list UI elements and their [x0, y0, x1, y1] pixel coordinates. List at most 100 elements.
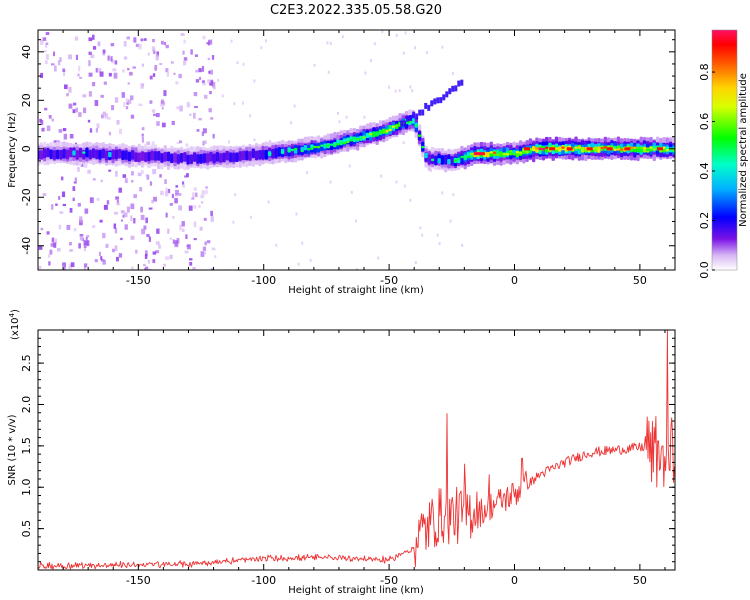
spectrogram-noise-cell — [79, 235, 84, 241]
spectrogram-branch-cell — [406, 115, 410, 122]
spectrogram-noise-cell — [88, 51, 92, 55]
spectrogram-noise-cell — [38, 265, 42, 269]
spectrogram-noise-cell — [176, 141, 181, 144]
spectrogram-noise-cell — [74, 177, 78, 182]
spectrogram-peak-cell — [624, 147, 631, 151]
spectrogram-noise-cell — [45, 42, 49, 45]
spectrogram-noise-cell — [151, 46, 156, 52]
spectrogram-noise-cell — [193, 112, 196, 119]
spectrogram-noise-cell — [173, 72, 176, 75]
spectrogram-noise-cell — [160, 101, 165, 107]
spectrogram-noise-cell — [83, 240, 88, 246]
spectrogram-noise-cell — [137, 172, 142, 177]
spectrogram-branch-cell — [457, 80, 461, 87]
spectrogram-ridge-cell — [346, 140, 350, 144]
spectrogram-noise-cell — [355, 267, 358, 270]
spectrogram-noise-cell — [419, 226, 422, 230]
spectrogram-ridge-cell — [186, 154, 190, 165]
spectrogram-ridge-cell — [375, 132, 379, 135]
spectrogram-noise-cell — [149, 75, 153, 80]
y-tick-label: 40 — [20, 45, 33, 59]
spectrogram-noise-cell — [196, 129, 200, 132]
spectrogram-noise-cell — [202, 35, 206, 40]
spectrogram-noise-cell — [143, 267, 148, 270]
spectrogram-ridge-cell — [238, 151, 242, 161]
spectrogram-noise-cell — [148, 236, 151, 242]
spectrogram-branch-cell — [430, 100, 434, 107]
spectrogram-noise-cell — [53, 51, 56, 57]
spectrogram-ridge-cell — [108, 151, 112, 158]
spectrogram-ridge-cell — [518, 152, 523, 155]
spectrogram-ridge-cell — [642, 146, 647, 150]
spectrogram-ridge-cell — [248, 151, 252, 161]
spectrogram-noise-cell — [329, 180, 332, 184]
spectrogram-ridge-cell — [336, 143, 340, 146]
spectrogram-noise-cell — [149, 181, 153, 186]
spectrogram-noise-cell — [421, 233, 424, 237]
x-tick-label: -150 — [126, 274, 151, 287]
spectrogram-ridge-cell — [209, 151, 213, 162]
spectrogram-noise-cell — [200, 194, 205, 199]
spectrogram-noise-cell — [193, 187, 197, 191]
spectrogram-ridge-cell — [117, 148, 122, 159]
spectrogram-noise-cell — [174, 240, 178, 246]
spectrogram-noise-cell — [130, 235, 135, 240]
spectrogram-noise-cell — [82, 94, 87, 98]
spectrogram-noise-cell — [202, 246, 207, 251]
spectrogram-ridge-cell — [486, 151, 490, 155]
spectrogram-ridge-cell — [395, 124, 399, 128]
spectrogram-noise-cell — [202, 80, 205, 84]
spectrogram-marks — [38, 30, 675, 270]
spectrogram-branch-cell — [454, 85, 458, 92]
spectrogram-noise-cell — [163, 263, 167, 267]
spectrogram-noise-cell — [338, 120, 341, 124]
spectrogram-ridge-cell — [310, 147, 314, 150]
spectrogram-noise-cell — [201, 131, 204, 137]
spectrogram-branch-cell — [412, 111, 416, 118]
spectrogram-ridge-cell — [362, 136, 366, 139]
spectrogram-ridge-cell — [665, 149, 670, 152]
spectrogram-ridge-cell — [215, 151, 220, 162]
spectrogram-noise-cell — [68, 54, 73, 60]
spectrogram-ridge-cell — [277, 146, 282, 157]
spectrogram-ridge-cell — [130, 150, 135, 160]
spectrogram-branch-cell — [439, 97, 443, 104]
spectrogram-noise-cell — [126, 206, 130, 213]
colorbar-tick-label: 0.6 — [698, 113, 711, 130]
spectrogram-noise-cell — [183, 57, 188, 61]
spectrogram-noise-cell — [141, 127, 145, 131]
spectrogram-ridge-cell — [153, 151, 158, 161]
spectrogram-noise-cell — [178, 205, 182, 211]
spectrogram-noise-cell — [203, 251, 207, 255]
spectrogram-noise-cell — [127, 99, 132, 104]
spectrogram-ridge-cell — [443, 154, 448, 165]
spectrogram-ridge-cell — [290, 148, 295, 152]
spectrogram-noise-cell — [53, 140, 57, 145]
spectrogram-noise-cell — [185, 234, 188, 240]
spectrogram-ridge-cell — [541, 148, 546, 151]
spectrogram-noise-cell — [188, 205, 193, 211]
spectrogram-noise-cell — [267, 200, 270, 204]
spectrogram-noise-cell — [152, 73, 156, 77]
spectrogram-ridge-cell — [512, 153, 516, 156]
spectrogram-ridge-cell — [554, 147, 559, 150]
spectrogram-noise-cell — [99, 219, 103, 223]
spectrogram-noise-cell — [141, 169, 144, 174]
spectrogram-noise-cell — [147, 52, 150, 56]
spectrogram-ridge-cell — [225, 150, 229, 161]
spectrogram-noise-cell — [193, 221, 197, 228]
spectrogram-ridge-cell — [85, 147, 89, 158]
spectrogram-noise-cell — [83, 242, 87, 249]
spectrogram-noise-cell — [62, 203, 67, 207]
spectrogram-ridge-cell — [460, 155, 464, 159]
spectrogram-ridge-cell — [254, 150, 259, 161]
spectrogram-ridge-cell — [639, 146, 643, 150]
spectrogram-noise-cell — [230, 39, 233, 43]
spectrogram-noise-cell — [113, 72, 118, 79]
spectrogram-noise-cell — [138, 103, 143, 107]
y-tick-label: 2.0 — [20, 396, 33, 414]
spectrogram-ridge-cell — [313, 145, 317, 149]
spectrogram-noise-cell — [205, 189, 208, 195]
spectrogram-noise-cell — [90, 54, 95, 59]
spectrogram-noise-cell — [348, 164, 351, 168]
